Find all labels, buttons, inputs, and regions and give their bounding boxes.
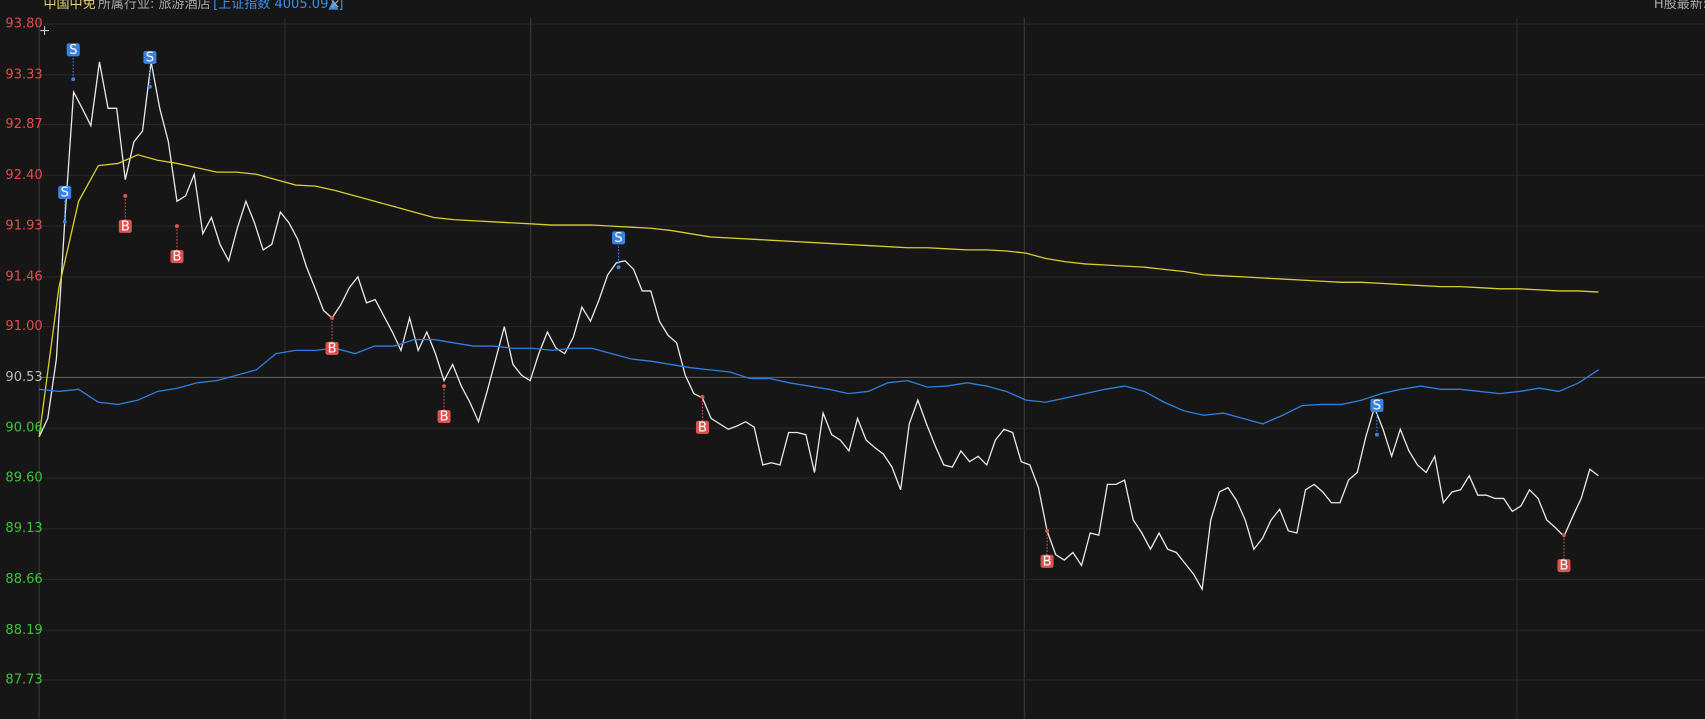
signal-badge xyxy=(170,250,184,264)
signal-badge xyxy=(695,420,710,434)
y-tick-label: 87.73 xyxy=(5,672,42,687)
series-line xyxy=(38,154,1599,437)
y-tick-label: 92.40 xyxy=(5,168,42,183)
signal-label: S xyxy=(146,50,154,65)
y-tick-label: 91.46 xyxy=(5,269,42,284)
signal-label: B xyxy=(328,341,337,356)
signal-dot xyxy=(330,316,335,320)
signal-dot xyxy=(1045,528,1050,533)
series-line xyxy=(38,61,1599,592)
signal-dot xyxy=(1374,432,1379,437)
signal-dot xyxy=(175,224,179,229)
signal-badge xyxy=(1557,559,1571,573)
signal-badge xyxy=(143,50,157,64)
vertical-grid xyxy=(38,17,1518,719)
signals: B B B B B B B S S S S S xyxy=(58,43,1571,574)
index-quote[interactable]: [上证指数 4005.09▲] xyxy=(213,0,343,12)
signal-label: B xyxy=(173,250,182,265)
signal-label: B xyxy=(1560,559,1569,574)
grid xyxy=(39,23,1705,681)
signal-badge xyxy=(118,219,132,233)
h-share-label: H股最新: xyxy=(1654,0,1705,12)
y-tick-label: 93.33 xyxy=(5,67,42,82)
signal-dot xyxy=(1562,533,1566,538)
crosshair-icon[interactable] xyxy=(40,26,49,35)
signal-label: S xyxy=(69,43,77,58)
y-tick-label: 91.00 xyxy=(5,319,42,334)
signal-badge xyxy=(325,341,339,355)
signal-dot xyxy=(71,77,76,82)
signal-label: B xyxy=(1043,554,1052,569)
signal-label: S xyxy=(61,185,69,200)
signal-badge xyxy=(1370,398,1384,412)
signal-dot xyxy=(616,265,621,270)
signal-label: B xyxy=(121,219,130,234)
lines xyxy=(38,61,1599,592)
y-tick-label: 90.53 xyxy=(5,370,42,385)
signal-badge xyxy=(1040,554,1054,568)
series-line xyxy=(39,338,1599,425)
signal-badge xyxy=(58,185,72,199)
stock-name: 中国中免 xyxy=(43,0,95,12)
y-axis-labels: 93.80 93.33 92.87 92.40 91.93 91.46 91.00 90.53… xyxy=(5,17,42,688)
industry: 所属行业: 旅游酒店 xyxy=(98,0,211,12)
signal-dot xyxy=(62,219,67,224)
y-tick-label: 89.60 xyxy=(5,470,42,485)
signal-label: B xyxy=(698,420,707,435)
y-tick-label: 90.06 xyxy=(5,421,42,436)
signal-badge xyxy=(66,43,80,57)
signal-label: S xyxy=(614,231,622,246)
y-tick-label: 88.19 xyxy=(5,623,42,638)
close-button[interactable]: × xyxy=(329,0,340,12)
y-tick-label: 91.93 xyxy=(5,219,42,234)
y-tick-label: 92.87 xyxy=(5,117,42,132)
header: 中国中免 所属行业: 旅游酒店 [上证指数 4005.09▲] × H股最新: xyxy=(43,0,1705,12)
signal-dot xyxy=(700,394,705,399)
y-tick-label: 89.13 xyxy=(5,521,42,536)
signal-badge xyxy=(612,231,626,245)
signal-dot xyxy=(147,84,152,89)
signal-dot xyxy=(442,384,447,389)
signal-label: B xyxy=(440,410,449,425)
y-tick-label: 88.66 xyxy=(5,572,42,587)
signal-dot xyxy=(123,193,128,198)
y-tick-label: 93.80 xyxy=(5,17,42,32)
signal-label: S xyxy=(1373,398,1381,413)
signal-badge xyxy=(437,409,451,424)
